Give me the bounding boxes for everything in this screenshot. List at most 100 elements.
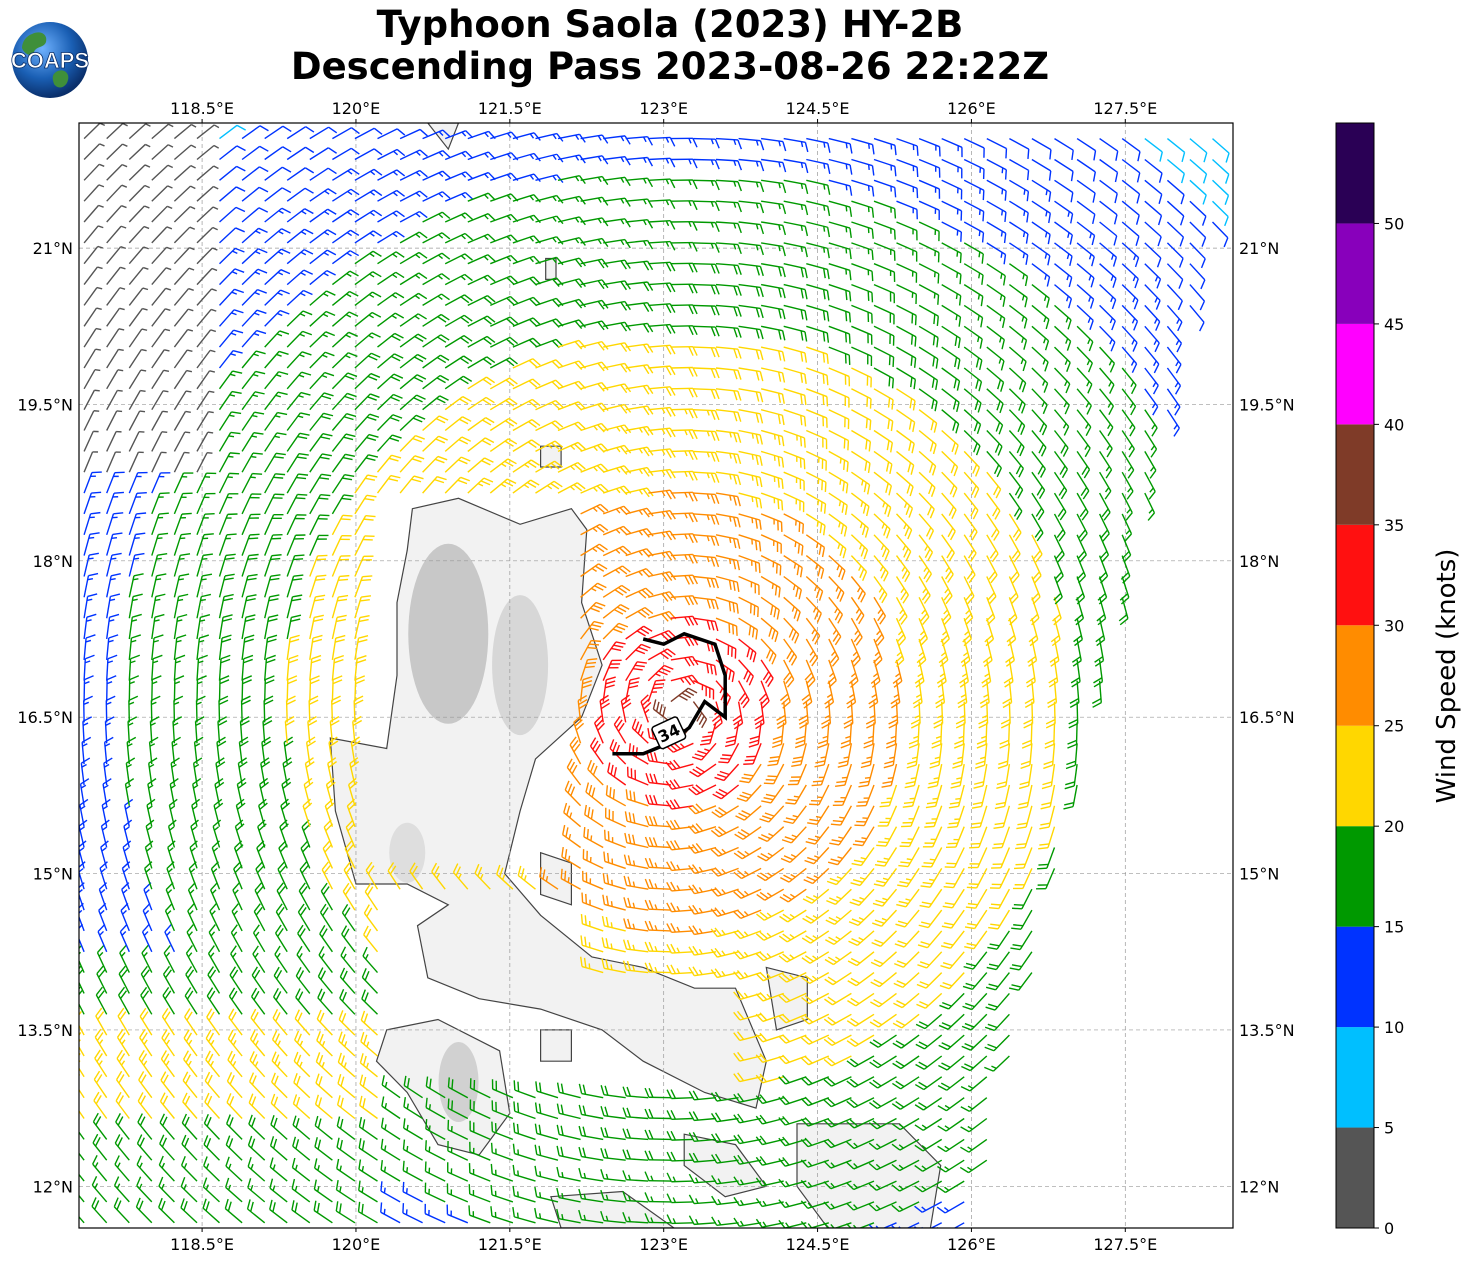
wind-barb xyxy=(645,1088,671,1098)
wind-barb xyxy=(893,285,920,304)
wind-barb xyxy=(197,349,215,371)
wind-barb xyxy=(1025,389,1049,414)
wind-barb xyxy=(355,472,377,498)
wind-barb xyxy=(400,433,425,458)
wind-barb xyxy=(1070,451,1092,478)
wind-barb xyxy=(1026,368,1051,393)
wind-barb xyxy=(914,347,941,368)
wind-barb xyxy=(129,348,146,371)
wind-barb xyxy=(445,354,472,376)
wind-barb xyxy=(648,179,674,189)
wind-barb xyxy=(978,639,993,666)
lat-tick-label-left: 19.5°N xyxy=(17,395,73,414)
wind-barb xyxy=(533,1124,560,1140)
wind-barb xyxy=(310,268,336,291)
colorbar-tick-label: 15 xyxy=(1384,918,1404,937)
wind-barb xyxy=(623,897,650,910)
wind-barb xyxy=(979,514,1001,541)
wind-barb xyxy=(825,965,852,987)
wind-barb xyxy=(711,922,738,937)
wind-barb xyxy=(400,291,427,313)
wind-barb xyxy=(845,556,869,581)
wind-barb xyxy=(648,283,675,294)
wind-barb xyxy=(871,139,899,156)
wind-barb xyxy=(849,924,874,948)
wind-barb xyxy=(378,209,405,230)
colorbar-tick-label: 30 xyxy=(1384,616,1404,635)
colorbar-tick-label: 20 xyxy=(1384,817,1404,836)
wind-barb xyxy=(915,243,942,262)
wind-barb xyxy=(490,396,517,417)
wind-barb xyxy=(870,326,897,345)
wind-barb xyxy=(1005,139,1032,159)
wind-barb xyxy=(143,862,160,890)
wind-barb xyxy=(112,1156,136,1182)
wind-barb xyxy=(174,348,192,370)
wind-barb xyxy=(893,987,919,1011)
wind-barb xyxy=(1049,243,1075,266)
wind-barb xyxy=(290,1094,315,1118)
wind-barb xyxy=(107,204,127,225)
wind-barb xyxy=(623,876,650,889)
wind-barb xyxy=(511,1165,538,1181)
wind-barb xyxy=(984,1049,1009,1073)
wind-barb xyxy=(1138,347,1161,373)
wind-barb xyxy=(1183,285,1207,310)
wind-barb xyxy=(824,1069,851,1088)
wind-barb xyxy=(289,1158,315,1181)
wind-barb xyxy=(363,883,385,910)
wind-barb xyxy=(242,348,265,374)
wind-barb xyxy=(174,287,193,309)
wind-barb xyxy=(917,966,942,991)
wind-barb xyxy=(242,470,262,497)
colorbar-tick-label: 25 xyxy=(1384,717,1404,736)
wind-barb xyxy=(939,1008,964,1032)
wind-barb xyxy=(626,624,652,646)
wind-barb xyxy=(603,639,625,665)
wind-barb xyxy=(220,470,240,497)
wind-barb xyxy=(242,123,268,145)
wind-barb xyxy=(872,904,896,929)
wind-barb xyxy=(84,388,100,412)
wind-barb xyxy=(982,201,1009,222)
wind-barb xyxy=(1003,368,1028,392)
wind-barb xyxy=(513,438,540,459)
wind-barb xyxy=(468,375,495,396)
wind-barb xyxy=(915,264,942,284)
wind-barb xyxy=(626,676,640,703)
wind-barb xyxy=(1160,326,1184,352)
wind-barb xyxy=(197,430,213,453)
wind-barb xyxy=(1005,201,1032,222)
wind-barb xyxy=(581,341,608,356)
wind-barb xyxy=(423,312,450,334)
wind-barb xyxy=(892,305,919,325)
wind-barb xyxy=(400,473,423,499)
wind-barb xyxy=(1046,535,1066,562)
wind-barb xyxy=(78,820,93,847)
wind-barb xyxy=(181,1072,204,1098)
lon-tick-label-bottom: 127.5°E xyxy=(1093,1235,1157,1254)
wind-barb xyxy=(107,286,125,308)
wind-barb xyxy=(378,189,405,210)
wind-barb xyxy=(868,472,894,495)
wind-barb xyxy=(938,222,965,242)
wind-barb xyxy=(355,1202,382,1223)
wind-barb xyxy=(310,512,330,539)
wind-barb xyxy=(246,1094,271,1119)
wind-barb xyxy=(107,143,128,163)
wind-barb xyxy=(293,1010,317,1035)
wind-barb xyxy=(400,312,427,334)
wind-barb xyxy=(645,795,672,806)
wind-barb xyxy=(72,987,92,1014)
wind-barb xyxy=(1138,264,1163,289)
lat-tick-label-right: 18°N xyxy=(1239,552,1279,571)
wind-barb xyxy=(957,514,980,540)
wind-barb xyxy=(256,820,273,848)
wind-barb xyxy=(179,1156,204,1181)
wind-barb xyxy=(871,243,898,261)
wind-barb xyxy=(888,639,905,667)
wind-barb xyxy=(1047,472,1069,499)
wind-barb xyxy=(888,702,898,728)
wind-barb xyxy=(287,430,309,456)
wind-barb xyxy=(671,180,697,189)
